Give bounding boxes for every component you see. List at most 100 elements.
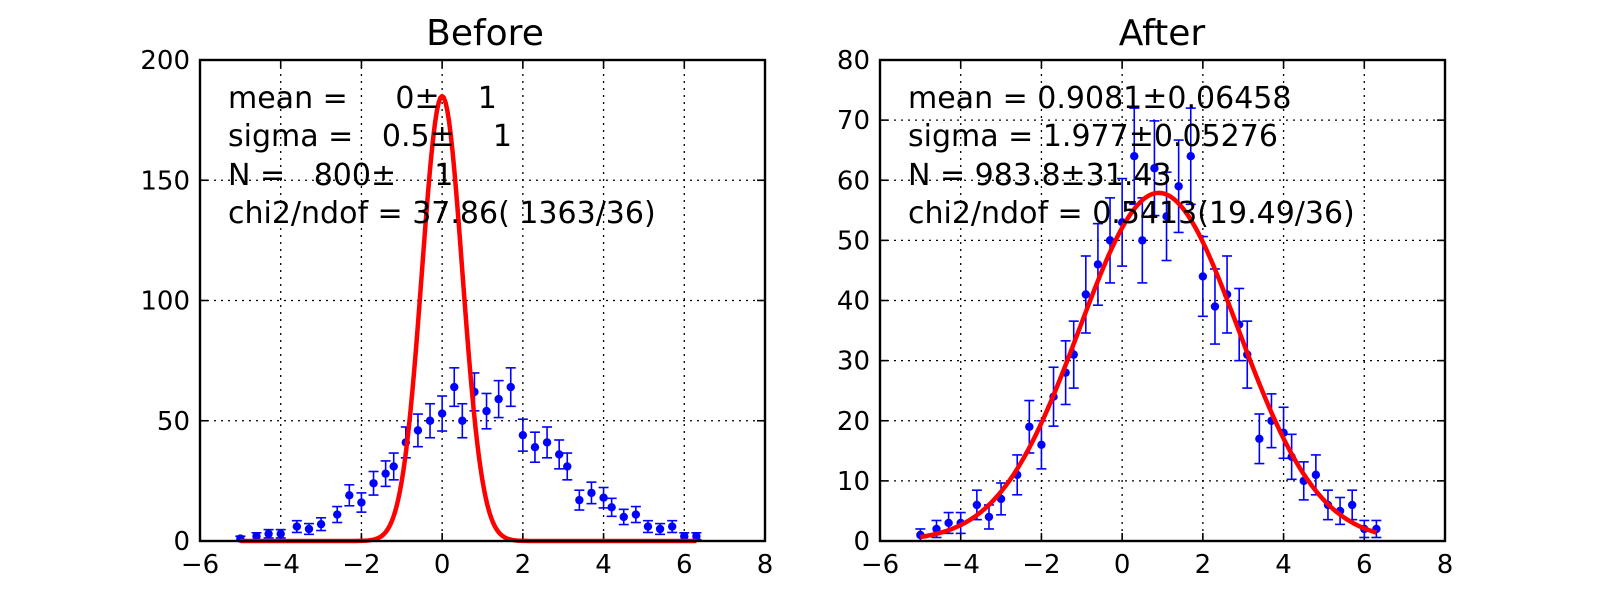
data-point xyxy=(481,392,492,430)
x-tick-label: 2 xyxy=(1195,550,1212,580)
marker xyxy=(1198,272,1208,281)
chart-title: Before xyxy=(426,13,544,54)
data-point xyxy=(316,517,327,532)
data-point xyxy=(1080,255,1091,334)
stat-sigma: sigma = 0.5± 1 xyxy=(228,119,512,154)
x-tick-label: −2 xyxy=(1022,550,1060,580)
panel-before: Before −6 −4 −2 0 2 4 6 8 0 50 100 150 200 mean = 0±… xyxy=(140,13,773,580)
data-point xyxy=(606,497,617,518)
data-point xyxy=(618,508,629,526)
marker xyxy=(619,512,628,522)
marker xyxy=(1150,164,1159,173)
marker xyxy=(1138,236,1147,245)
marker xyxy=(506,382,515,392)
data-point xyxy=(1266,393,1277,449)
data-points xyxy=(235,367,702,543)
y-tick-label: 10 xyxy=(837,467,870,497)
stat-mean: mean = 0± 1 xyxy=(228,81,497,116)
data-point xyxy=(542,426,553,459)
data-point xyxy=(598,486,609,509)
data-point xyxy=(1092,222,1103,307)
x-tick-label: 0 xyxy=(434,550,451,580)
data-point xyxy=(655,522,666,536)
marker xyxy=(389,462,398,471)
data-point xyxy=(1347,489,1358,521)
data-point xyxy=(1161,171,1172,262)
stats-box: mean = 0.9081±0.06458 sigma = 1.977±0.05… xyxy=(908,81,1355,231)
data-point xyxy=(380,460,391,488)
data-point xyxy=(356,492,367,513)
marker xyxy=(276,529,285,538)
data-point xyxy=(554,439,565,470)
marker xyxy=(599,493,608,502)
marker xyxy=(458,416,467,425)
x-tick-label: 0 xyxy=(1114,550,1131,580)
data-point xyxy=(586,481,597,505)
plot-frame xyxy=(878,58,1447,543)
marker xyxy=(944,518,953,528)
marker xyxy=(252,531,261,541)
y-tick-label: 150 xyxy=(140,166,190,196)
data-point xyxy=(449,367,460,408)
data-point xyxy=(388,452,399,481)
marker xyxy=(292,522,302,531)
marker xyxy=(437,409,447,418)
marker xyxy=(518,430,528,440)
data-point xyxy=(291,519,302,534)
marker xyxy=(972,500,982,510)
y-tick-label: 80 xyxy=(837,46,870,76)
x-tick-label: 4 xyxy=(1275,550,1292,580)
stat-sigma: sigma = 1.977±0.05276 xyxy=(908,119,1278,154)
marker xyxy=(1311,470,1321,480)
data-point xyxy=(1149,120,1160,217)
marker xyxy=(587,488,596,498)
marker xyxy=(304,524,314,534)
y-tick-label: 50 xyxy=(837,226,870,256)
y-tick-label: 60 xyxy=(837,166,870,196)
data-point xyxy=(630,505,641,524)
x-tick-label: −4 xyxy=(262,550,300,580)
marker xyxy=(316,519,326,529)
data-point xyxy=(1335,496,1346,526)
stat-mean: mean = 0.9081±0.06458 xyxy=(908,81,1291,116)
data-point xyxy=(642,519,653,534)
x-tick-label: −6 xyxy=(861,550,899,580)
marker xyxy=(643,522,653,531)
y-tick-label: 50 xyxy=(157,407,190,437)
marker xyxy=(494,394,503,404)
x-tick-label: −2 xyxy=(342,550,380,580)
marker xyxy=(575,495,584,505)
y-tick-label: 30 xyxy=(837,347,870,377)
marker xyxy=(450,382,459,392)
y-tick-label: 20 xyxy=(837,407,870,437)
y-tick-label: 40 xyxy=(837,287,870,317)
marker xyxy=(667,522,677,531)
data-point xyxy=(1129,107,1140,206)
marker xyxy=(542,438,552,447)
marker xyxy=(1162,212,1171,221)
y-tick-label: 200 xyxy=(140,46,190,76)
marker xyxy=(1186,152,1195,161)
marker xyxy=(1025,422,1034,431)
x-tick-label: 8 xyxy=(757,550,774,580)
data-point xyxy=(412,413,423,448)
fit-curve-group xyxy=(919,190,1378,540)
x-tick-label: 4 xyxy=(595,550,612,580)
data-point xyxy=(667,519,678,534)
data-point xyxy=(425,402,436,439)
data-point xyxy=(1137,197,1148,284)
data-point xyxy=(457,402,468,439)
marker xyxy=(381,469,390,478)
marker xyxy=(631,510,641,519)
marker xyxy=(264,529,273,538)
data-point xyxy=(1254,413,1265,465)
stats-box: mean = 0± 1 sigma = 0.5± 1 N = 800± 1 ch… xyxy=(228,81,656,231)
data-point xyxy=(275,528,286,539)
marker xyxy=(425,416,435,425)
data-point xyxy=(1298,461,1309,501)
marker xyxy=(607,503,616,512)
data-point xyxy=(303,522,314,536)
marker xyxy=(563,462,572,471)
